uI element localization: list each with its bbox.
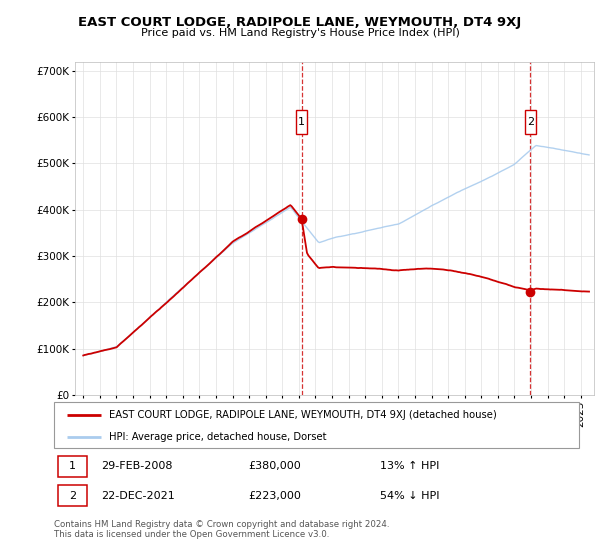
Text: EAST COURT LODGE, RADIPOLE LANE, WEYMOUTH, DT4 9XJ: EAST COURT LODGE, RADIPOLE LANE, WEYMOUT… [79, 16, 521, 29]
Text: 29-FEB-2008: 29-FEB-2008 [101, 461, 173, 472]
Text: 2: 2 [527, 117, 534, 127]
Text: EAST COURT LODGE, RADIPOLE LANE, WEYMOUTH, DT4 9XJ (detached house): EAST COURT LODGE, RADIPOLE LANE, WEYMOUT… [109, 410, 497, 420]
Text: £223,000: £223,000 [248, 491, 301, 501]
FancyBboxPatch shape [296, 110, 307, 134]
FancyBboxPatch shape [58, 456, 87, 477]
Text: £380,000: £380,000 [248, 461, 301, 472]
Text: HPI: Average price, detached house, Dorset: HPI: Average price, detached house, Dors… [109, 432, 326, 441]
FancyBboxPatch shape [58, 485, 87, 506]
Text: 1: 1 [69, 461, 76, 472]
Text: 2: 2 [69, 491, 76, 501]
Text: Contains HM Land Registry data © Crown copyright and database right 2024.
This d: Contains HM Land Registry data © Crown c… [54, 520, 389, 539]
FancyBboxPatch shape [54, 402, 579, 448]
Text: 54% ↓ HPI: 54% ↓ HPI [380, 491, 439, 501]
FancyBboxPatch shape [524, 110, 536, 134]
Text: 13% ↑ HPI: 13% ↑ HPI [380, 461, 439, 472]
Text: Price paid vs. HM Land Registry's House Price Index (HPI): Price paid vs. HM Land Registry's House … [140, 28, 460, 38]
Text: 1: 1 [298, 117, 305, 127]
Text: 22-DEC-2021: 22-DEC-2021 [101, 491, 175, 501]
